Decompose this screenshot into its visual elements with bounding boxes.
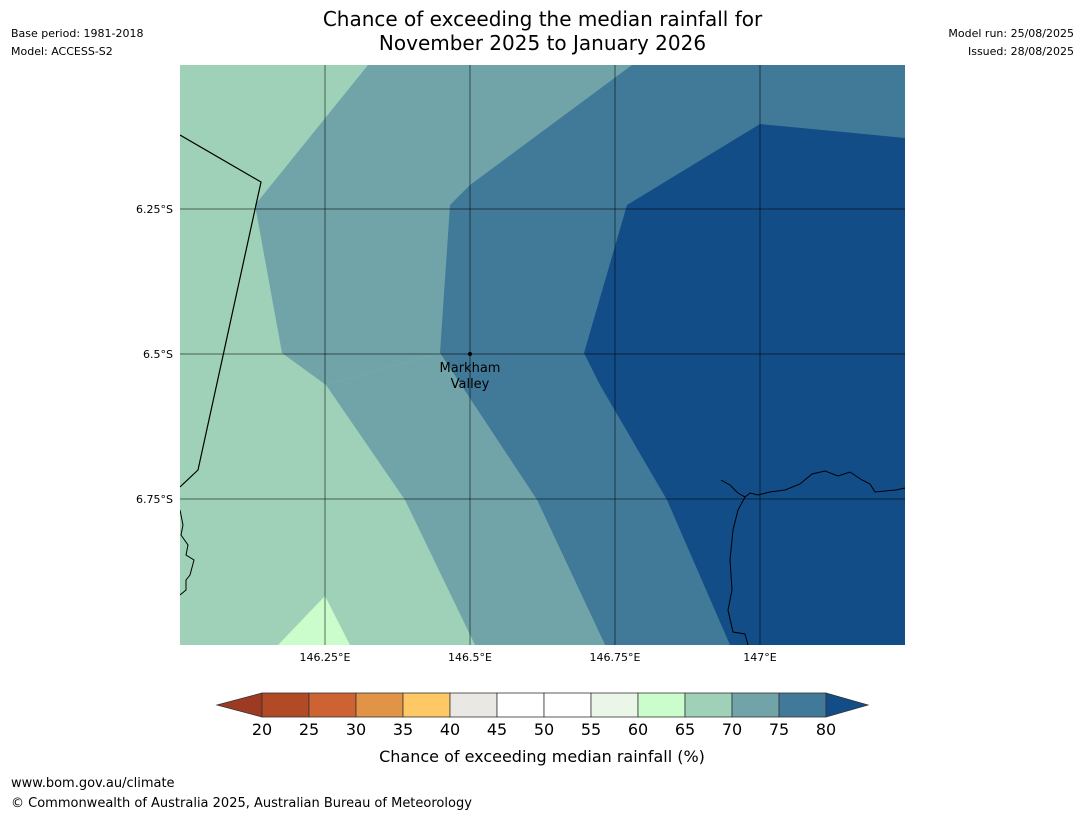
model-text: Model: ACCESS-S2 bbox=[11, 45, 113, 58]
lat-tick-1: 6.25°S bbox=[136, 203, 173, 216]
colorbar-tick-40: 40 bbox=[440, 720, 460, 739]
issued-text: Issued: 28/08/2025 bbox=[967, 45, 1074, 58]
colorbar-swatch-70-75 bbox=[731, 692, 780, 718]
colorbar-arrow-high bbox=[825, 692, 870, 718]
colorbar-swatch-65-70 bbox=[684, 692, 733, 718]
lon-tick-1: 146.25°E bbox=[300, 651, 351, 664]
colorbar-tick-75: 75 bbox=[769, 720, 789, 739]
lat-tick-2: 6.5°S bbox=[143, 348, 173, 361]
colorbar-swatch-20-25 bbox=[261, 692, 310, 718]
coastline-west bbox=[180, 509, 195, 596]
metadata-left: Base period: 1981-2018 Model: ACCESS-S2 bbox=[11, 25, 143, 61]
zone-60-65 bbox=[278, 596, 350, 645]
location-label-line-1: Markham bbox=[440, 361, 501, 376]
colorbar-tick-20: 20 bbox=[252, 720, 272, 739]
colorbar-tick-30: 30 bbox=[346, 720, 366, 739]
colorbar-swatch-25-30 bbox=[308, 692, 357, 718]
metadata-right: Model run: 25/08/2025 Issued: 28/08/2025 bbox=[948, 25, 1074, 61]
colorbar-tick-60: 60 bbox=[628, 720, 648, 739]
colorbar-tick-70: 70 bbox=[722, 720, 742, 739]
base-period-text: Base period: 1981-2018 bbox=[11, 27, 144, 40]
colorbar-swatch-55-60 bbox=[590, 692, 639, 718]
rainfall-map: 6.25°S 6.5°S 6.75°S 146.25°E 146.5°E 146… bbox=[136, 65, 905, 664]
footer-copyright: © Commonwealth of Australia 2025, Austra… bbox=[11, 796, 472, 811]
lon-tick-4: 147°E bbox=[743, 651, 776, 664]
colorbar-arrow-low bbox=[215, 692, 263, 718]
colorbar-title: Chance of exceeding median rainfall (%) bbox=[379, 747, 705, 766]
footer: www.bom.gov.au/climate © Commonwealth of… bbox=[11, 774, 472, 814]
lon-tick-3: 146.75°E bbox=[590, 651, 641, 664]
colorbar-tick-80: 80 bbox=[816, 720, 836, 739]
colorbar-swatch-50-55 bbox=[543, 692, 592, 718]
border-line bbox=[180, 134, 262, 488]
colorbar-swatch-75-80 bbox=[778, 692, 827, 718]
coastline-south bbox=[727, 496, 749, 645]
footer-url: www.bom.gov.au/climate bbox=[11, 776, 175, 791]
colorbar-group: 20 25 30 35 40 45 50 55 60 65 70 75 80 bbox=[215, 692, 870, 739]
location-marker-icon bbox=[468, 352, 472, 356]
colorbar-tick-45: 45 bbox=[487, 720, 507, 739]
lon-tick-2: 146.5°E bbox=[448, 651, 492, 664]
colorbar-tick-65: 65 bbox=[675, 720, 695, 739]
lat-tick-3: 6.75°S bbox=[136, 493, 173, 506]
colorbar-swatch-30-35 bbox=[355, 692, 404, 718]
zone-gt80 bbox=[584, 124, 905, 645]
colorbar-swatch-60-65 bbox=[637, 692, 686, 718]
colorbar-tick-55: 55 bbox=[581, 720, 601, 739]
colorbar-tick-35: 35 bbox=[393, 720, 413, 739]
colorbar-swatch-40-45 bbox=[449, 692, 498, 718]
colorbar-swatch-35-40 bbox=[402, 692, 451, 718]
model-run-text: Model run: 25/08/2025 bbox=[948, 27, 1074, 40]
title-line-1: Chance of exceeding the median rainfall … bbox=[322, 7, 763, 31]
colorbar-swatch-45-50 bbox=[496, 692, 545, 718]
location-label-line-2: Valley bbox=[451, 377, 490, 392]
map-contours bbox=[180, 65, 905, 645]
colorbar-tick-25: 25 bbox=[299, 720, 319, 739]
title-line-2: November 2025 to January 2026 bbox=[378, 31, 707, 55]
colorbar-tick-50: 50 bbox=[534, 720, 554, 739]
map-title: Chance of exceeding the median rainfall … bbox=[0, 7, 1085, 55]
